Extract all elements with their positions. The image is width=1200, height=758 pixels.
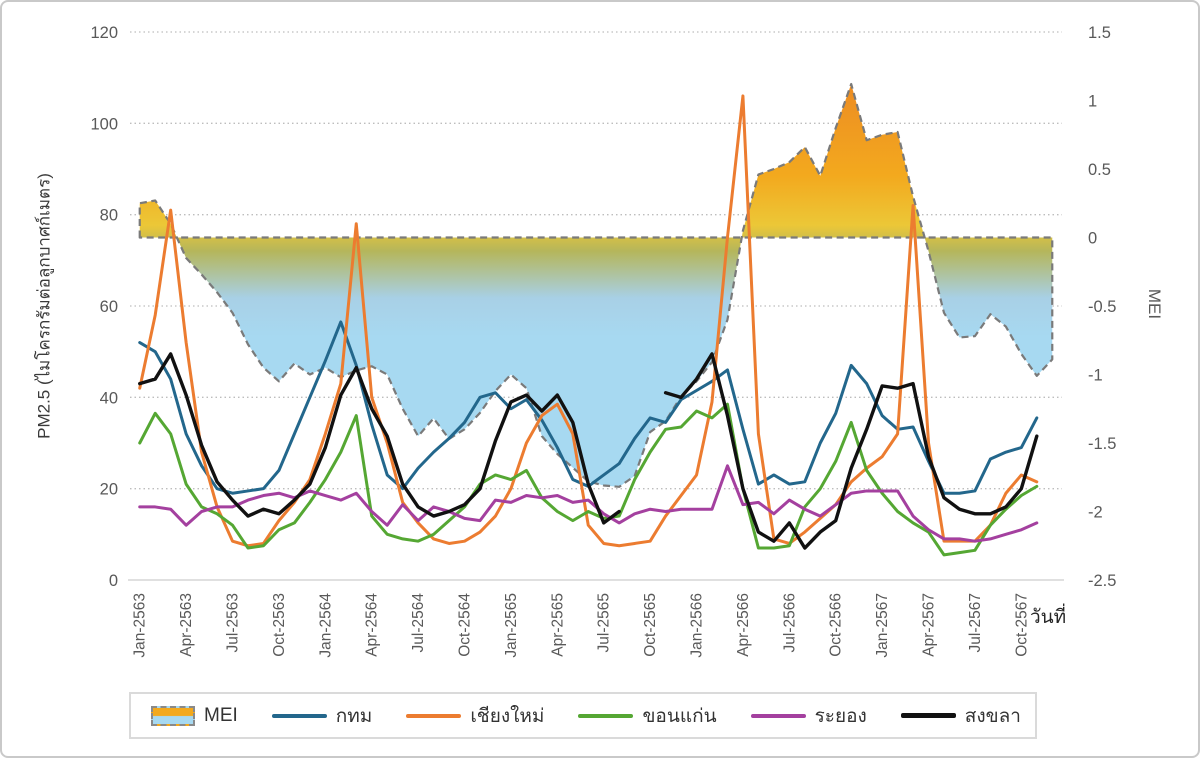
- legend-label-khonkaen: ขอนแก่น: [642, 705, 717, 727]
- x-axis-ticks: Jan-2563 Apr-2563 Jul-2563 Oct-2563 Jan-2564…: [132, 593, 1031, 658]
- svg-text:Jul-2566: Jul-2566: [781, 593, 798, 652]
- svg-text:Jul-2565: Jul-2565: [596, 593, 613, 652]
- chiangmai-line-swatch: [406, 713, 462, 718]
- svg-text:120: 120: [90, 24, 118, 42]
- legend-label-chiangmai: เชียงใหม่: [470, 705, 545, 727]
- svg-text:Jan-2567: Jan-2567: [874, 593, 891, 658]
- svg-text:80: 80: [100, 207, 118, 225]
- date-axis-title: วันที่: [1030, 607, 1067, 628]
- series-songkhla: [138, 352, 1039, 550]
- svg-text:-1: -1: [1088, 367, 1103, 385]
- legend-item-rayong: ระยอง: [750, 701, 867, 731]
- series-khonkaen: [138, 402, 1039, 557]
- legend-label-rayong: ระยอง: [814, 705, 867, 727]
- legend-label-bangkok: กทม: [335, 705, 373, 727]
- series-chiangmai: [138, 94, 1039, 548]
- svg-text:0: 0: [109, 572, 118, 590]
- svg-text:0: 0: [1088, 230, 1097, 248]
- svg-text:Oct-2563: Oct-2563: [271, 593, 288, 657]
- right-axis-ticks: 1.5 1 0.5 0 -0.5 -1 -1.5 -2 -2.5: [1088, 24, 1116, 590]
- svg-text:-2.5: -2.5: [1088, 572, 1116, 590]
- svg-text:20: 20: [100, 481, 118, 499]
- legend-item-songkhla: สงขลา: [900, 701, 1021, 731]
- svg-text:Oct-2567: Oct-2567: [1013, 593, 1030, 657]
- svg-text:Apr-2563: Apr-2563: [178, 593, 195, 657]
- pm25-axis-title: PM2.5 (ไมโครกรัมต่อลูกบาศก์เมตร): [34, 173, 54, 439]
- svg-text:Jan-2565: Jan-2565: [503, 593, 520, 658]
- svg-text:-2: -2: [1088, 504, 1103, 522]
- mei-area: [138, 82, 1054, 488]
- bangkok-line-swatch: [271, 713, 327, 718]
- svg-text:Jan-2563: Jan-2563: [132, 593, 149, 658]
- svg-text:1: 1: [1088, 93, 1097, 111]
- svg-text:100: 100: [90, 115, 118, 133]
- svg-text:Jul-2563: Jul-2563: [225, 593, 242, 652]
- legend: MEI กทม เชียงใหม่ ขอนแก่น ระยอง สงขลา: [129, 692, 1037, 739]
- svg-text:-1.5: -1.5: [1088, 435, 1116, 453]
- svg-text:Oct-2566: Oct-2566: [828, 593, 845, 657]
- svg-text:40: 40: [100, 389, 118, 407]
- svg-text:Apr-2565: Apr-2565: [549, 593, 566, 657]
- svg-text:Oct-2565: Oct-2565: [642, 593, 659, 657]
- svg-text:Oct-2564: Oct-2564: [457, 593, 474, 657]
- svg-text:Jan-2566: Jan-2566: [689, 593, 706, 658]
- svg-text:0.5: 0.5: [1088, 161, 1111, 179]
- left-axis-ticks: 0 20 40 60 80 100 120: [90, 24, 118, 590]
- svg-text:Jul-2564: Jul-2564: [410, 593, 427, 653]
- mei-axis-title: MEI: [1145, 288, 1164, 320]
- legend-label-songkhla: สงขลา: [964, 705, 1021, 727]
- svg-text:1.5: 1.5: [1088, 24, 1111, 42]
- svg-text:Jan-2564: Jan-2564: [317, 593, 334, 658]
- legend-item-mei: MEI: [151, 705, 238, 727]
- rayong-line-swatch: [750, 713, 806, 718]
- svg-text:Apr-2567: Apr-2567: [921, 593, 938, 657]
- svg-text:-0.5: -0.5: [1088, 298, 1116, 316]
- legend-label-mei: MEI: [204, 704, 238, 726]
- svg-text:Apr-2566: Apr-2566: [735, 593, 752, 657]
- series-rayong: [138, 464, 1039, 543]
- svg-text:60: 60: [100, 298, 118, 316]
- mei-area-swatch: [151, 705, 195, 726]
- svg-text:Jul-2567: Jul-2567: [967, 593, 984, 652]
- khonkaen-line-swatch: [578, 713, 634, 718]
- legend-item-bangkok: กทม: [271, 701, 373, 731]
- songkhla-line-swatch: [900, 713, 956, 718]
- legend-item-khonkaen: ขอนแก่น: [578, 701, 717, 731]
- svg-text:Apr-2564: Apr-2564: [364, 593, 381, 657]
- legend-item-chiangmai: เชียงใหม่: [406, 701, 544, 731]
